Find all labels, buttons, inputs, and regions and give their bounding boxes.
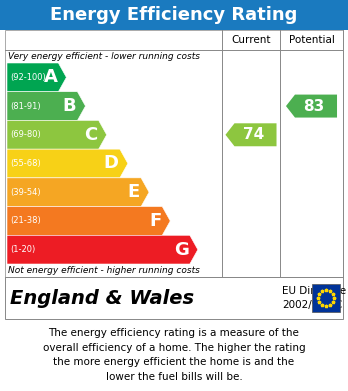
Text: Current: Current <box>231 35 271 45</box>
Text: C: C <box>84 126 98 144</box>
Text: Energy Efficiency Rating: Energy Efficiency Rating <box>50 6 298 24</box>
Text: The energy efficiency rating is a measure of the
overall efficiency of a home. T: The energy efficiency rating is a measur… <box>43 328 305 382</box>
Polygon shape <box>286 95 337 118</box>
Text: (21-38): (21-38) <box>10 217 41 226</box>
Text: EU Directive: EU Directive <box>282 286 346 296</box>
Bar <box>5 30 343 277</box>
Bar <box>312 284 340 312</box>
Bar <box>5 277 343 319</box>
Text: 74: 74 <box>243 127 264 142</box>
Text: England & Wales: England & Wales <box>10 289 194 307</box>
Text: F: F <box>149 212 161 230</box>
Text: A: A <box>44 68 57 86</box>
Text: Potential: Potential <box>288 35 334 45</box>
Text: 83: 83 <box>303 99 325 113</box>
Polygon shape <box>7 120 106 149</box>
Text: (69-80): (69-80) <box>10 130 41 139</box>
Text: (92-100): (92-100) <box>10 73 46 82</box>
Text: B: B <box>63 97 77 115</box>
Text: Very energy efficient - lower running costs: Very energy efficient - lower running co… <box>8 52 200 61</box>
Text: (55-68): (55-68) <box>10 159 41 168</box>
Polygon shape <box>226 123 277 146</box>
Text: (81-91): (81-91) <box>10 102 41 111</box>
Polygon shape <box>7 63 66 92</box>
Polygon shape <box>7 206 170 235</box>
Polygon shape <box>7 92 86 120</box>
Polygon shape <box>7 235 198 264</box>
Text: (39-54): (39-54) <box>10 188 41 197</box>
Text: 2002/91/EC: 2002/91/EC <box>282 300 342 310</box>
Text: E: E <box>128 183 140 201</box>
Text: (1-20): (1-20) <box>10 245 35 254</box>
Text: G: G <box>174 240 189 258</box>
Polygon shape <box>7 149 128 178</box>
Bar <box>0 0 348 30</box>
Polygon shape <box>7 178 149 206</box>
Text: D: D <box>104 154 119 172</box>
Text: Not energy efficient - higher running costs: Not energy efficient - higher running co… <box>8 266 200 275</box>
